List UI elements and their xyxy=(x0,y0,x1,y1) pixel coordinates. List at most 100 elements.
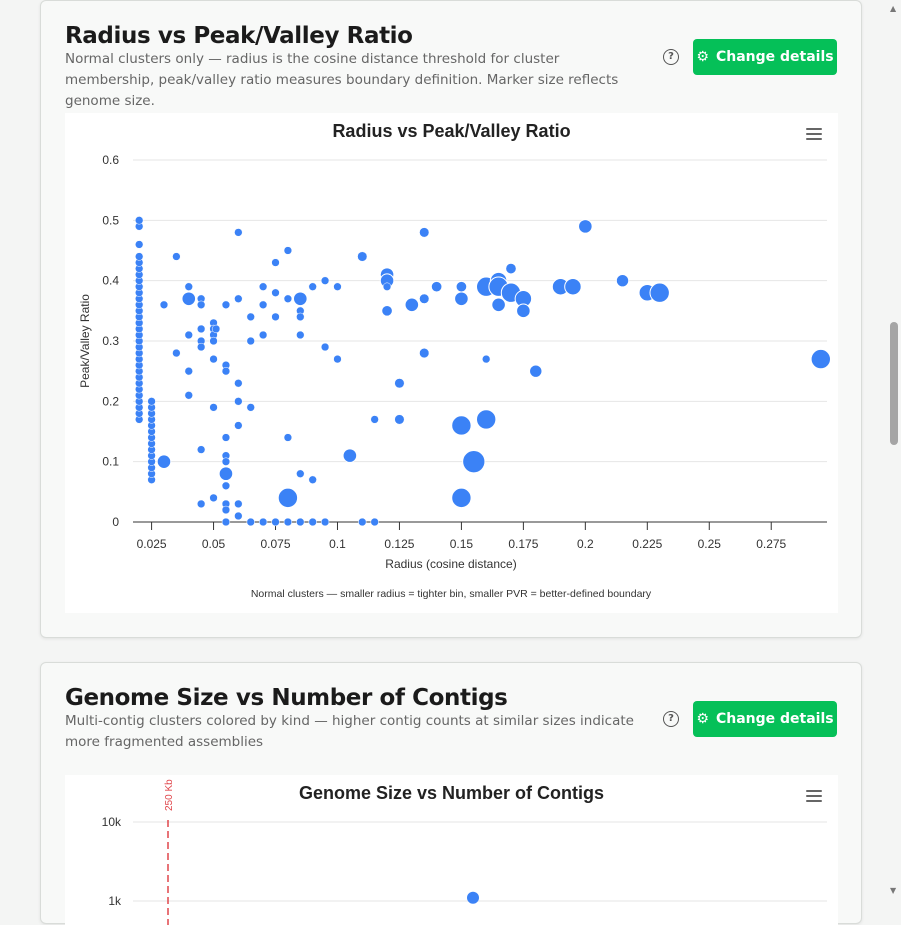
scroll-up-icon[interactable]: ▲ xyxy=(890,4,897,13)
data-point[interactable] xyxy=(209,403,218,412)
data-point[interactable] xyxy=(258,282,268,291)
data-point[interactable] xyxy=(221,433,231,442)
chart-menu-icon[interactable] xyxy=(806,787,822,805)
data-point[interactable] xyxy=(234,421,243,430)
data-point[interactable] xyxy=(578,219,593,234)
data-point[interactable] xyxy=(221,367,231,376)
data-point[interactable] xyxy=(159,300,169,309)
data-point[interactable] xyxy=(333,354,342,364)
data-point[interactable] xyxy=(234,499,243,509)
data-point[interactable] xyxy=(394,378,405,389)
data-point[interactable] xyxy=(181,291,197,307)
data-point[interactable] xyxy=(342,448,358,463)
data-point[interactable] xyxy=(221,517,231,527)
data-point[interactable] xyxy=(184,330,193,340)
data-point[interactable] xyxy=(467,891,479,904)
data-point[interactable] xyxy=(271,312,280,322)
data-point[interactable] xyxy=(505,262,517,275)
change-details-button[interactable]: ⚙ Change details xyxy=(693,701,837,737)
data-point[interactable] xyxy=(172,348,181,358)
data-point[interactable] xyxy=(246,403,255,412)
data-point[interactable] xyxy=(283,433,293,442)
help-icon[interactable]: ? xyxy=(663,49,679,65)
data-point[interactable] xyxy=(234,397,243,406)
data-point[interactable] xyxy=(358,517,367,527)
data-point[interactable] xyxy=(564,277,582,296)
data-point[interactable] xyxy=(172,252,181,261)
data-point[interactable] xyxy=(404,297,420,313)
data-point[interactable] xyxy=(320,342,330,352)
data-point[interactable] xyxy=(810,348,832,370)
data-point[interactable] xyxy=(419,293,430,304)
data-point[interactable] xyxy=(197,324,206,334)
data-point[interactable] xyxy=(197,445,206,454)
data-point[interactable] xyxy=(419,227,430,238)
data-point[interactable] xyxy=(615,273,630,288)
data-point[interactable] xyxy=(454,291,469,307)
data-point[interactable] xyxy=(451,487,472,509)
data-point[interactable] xyxy=(357,251,368,262)
data-point[interactable] xyxy=(221,457,231,466)
data-point[interactable] xyxy=(308,517,317,527)
data-point[interactable] xyxy=(451,415,472,436)
data-point[interactable] xyxy=(320,517,330,527)
data-point[interactable] xyxy=(320,276,330,285)
data-point[interactable] xyxy=(258,330,268,340)
data-point[interactable] xyxy=(333,282,342,291)
data-point[interactable] xyxy=(491,297,506,313)
data-point[interactable] xyxy=(135,216,144,225)
data-point[interactable] xyxy=(462,450,486,474)
data-point[interactable] xyxy=(382,282,392,291)
data-point[interactable] xyxy=(218,466,234,482)
data-point[interactable] xyxy=(296,312,305,322)
data-point[interactable] xyxy=(209,336,218,346)
data-point[interactable] xyxy=(370,415,379,424)
data-point[interactable] xyxy=(516,303,531,319)
data-point[interactable] xyxy=(147,397,156,406)
data-point[interactable] xyxy=(394,414,405,425)
data-point[interactable] xyxy=(283,294,293,303)
data-point[interactable] xyxy=(197,300,206,309)
data-point[interactable] xyxy=(221,481,231,490)
data-point[interactable] xyxy=(246,312,255,322)
data-point[interactable] xyxy=(649,282,670,303)
data-point[interactable] xyxy=(209,354,218,364)
data-point[interactable] xyxy=(197,342,206,352)
data-point[interactable] xyxy=(370,517,379,527)
data-point[interactable] xyxy=(135,252,144,261)
data-point[interactable] xyxy=(277,487,299,509)
data-point[interactable] xyxy=(529,364,543,378)
data-point[interactable] xyxy=(293,291,308,307)
data-point[interactable] xyxy=(246,517,255,527)
data-point[interactable] xyxy=(156,454,172,469)
data-point[interactable] xyxy=(419,348,430,359)
data-point[interactable] xyxy=(234,511,243,521)
data-point[interactable] xyxy=(271,288,280,297)
data-point[interactable] xyxy=(246,336,255,346)
data-point[interactable] xyxy=(234,379,243,388)
scrollbar[interactable]: ▲ ▼ xyxy=(887,0,901,902)
data-point[interactable] xyxy=(296,330,305,340)
data-point[interactable] xyxy=(430,280,443,293)
data-point[interactable] xyxy=(184,367,193,376)
data-point[interactable] xyxy=(296,517,305,527)
data-point[interactable] xyxy=(221,505,231,515)
data-point[interactable] xyxy=(184,391,193,400)
data-point[interactable] xyxy=(221,300,231,309)
data-point[interactable] xyxy=(308,475,317,484)
data-point[interactable] xyxy=(475,409,497,430)
data-point[interactable] xyxy=(308,282,317,291)
data-point[interactable] xyxy=(135,240,144,249)
change-details-button[interactable]: ⚙ Change details xyxy=(693,39,837,75)
data-point[interactable] xyxy=(296,469,305,478)
data-point[interactable] xyxy=(283,246,293,255)
data-point[interactable] xyxy=(455,280,468,293)
data-point[interactable] xyxy=(482,354,491,364)
data-point[interactable] xyxy=(258,517,268,527)
data-point[interactable] xyxy=(271,258,280,267)
scroll-down-icon[interactable]: ▼ xyxy=(890,886,897,895)
data-point[interactable] xyxy=(234,228,243,237)
data-point[interactable] xyxy=(258,300,268,309)
data-point[interactable] xyxy=(234,294,243,303)
data-point[interactable] xyxy=(209,493,218,503)
